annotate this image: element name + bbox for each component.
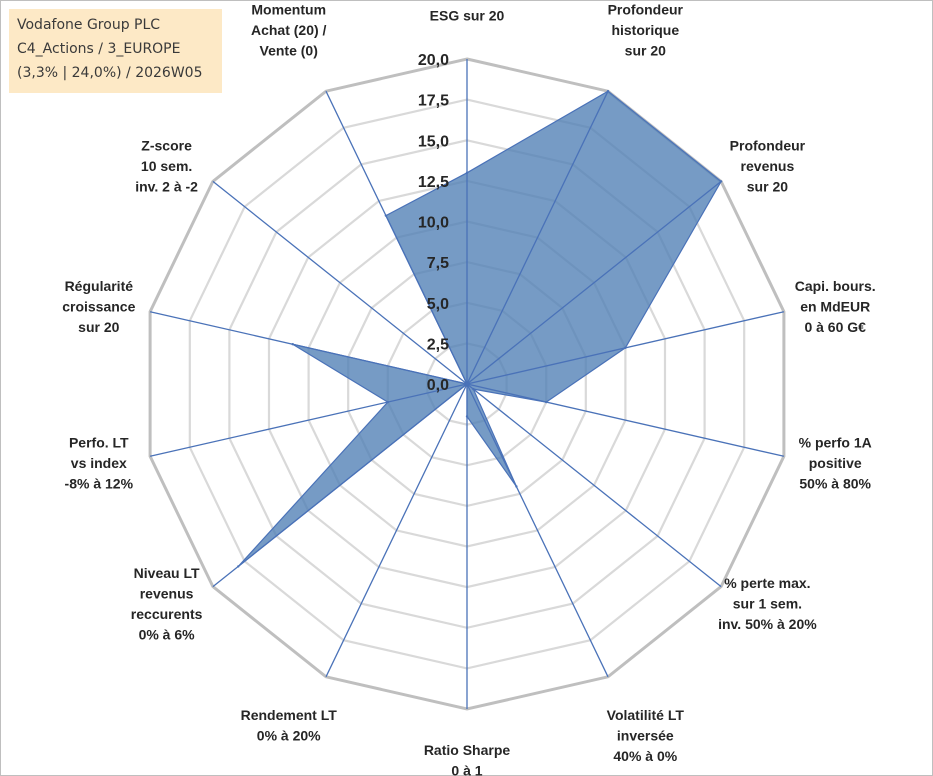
axis-label-line: vs index xyxy=(71,455,127,471)
axis-label: Profondeur historique sur 20 xyxy=(608,1,684,58)
data-point xyxy=(465,171,469,174)
data-point xyxy=(545,400,548,404)
tick-label: 15,0 xyxy=(418,133,449,150)
axis-label-line: Perfo. LT xyxy=(69,434,129,450)
axis-label-line: croissance xyxy=(62,299,135,315)
axis-label-line: -8% à 12% xyxy=(65,475,134,491)
axis-label-line: Note xyxy=(451,0,482,3)
title-company: Vodafone Group PLC xyxy=(17,17,161,33)
axis-label-line: 0% à 6% xyxy=(139,626,196,642)
axis-spoke xyxy=(149,383,468,457)
axis-label-line: Momentum xyxy=(251,1,326,17)
axis-label-line: ESG sur 20 xyxy=(430,8,505,24)
title-period: (3,3% | 24,0%) / 2026W05 xyxy=(17,65,203,81)
tick-label: 2,5 xyxy=(427,336,449,353)
axis-label: Ratio Sharpe 0 à 1 xyxy=(424,742,511,776)
axis-label-line: positive xyxy=(809,455,862,471)
tick-label: 12,5 xyxy=(418,174,449,191)
axis-label: % perte max. sur 1 sem. inv. 50% à 20% xyxy=(718,575,817,632)
axis-spoke xyxy=(466,90,609,385)
axis-label-line: Profondeur xyxy=(730,137,806,153)
axis-label-line: Achat (20) / xyxy=(251,22,327,38)
axis-label-line: % perfo 1A xyxy=(799,434,872,450)
title-box: Vodafone Group PLC C4_Actions / 3_EUROPE… xyxy=(9,9,222,93)
axis-label: Volatilité LT inversée 40% à 0% xyxy=(607,707,685,764)
axis-label-line: Régularité xyxy=(65,278,134,294)
axis-label-line: sur 20 xyxy=(747,178,788,194)
axis-label-line: 0 à 60 G€ xyxy=(804,319,866,335)
data-point xyxy=(465,382,469,386)
axis-spoke xyxy=(466,383,722,588)
axis-label: % perfo 1A positive 50% à 80% xyxy=(799,434,872,491)
axis-label-line: Ratio Sharpe xyxy=(424,742,511,758)
axis-label-line: 10 sem. xyxy=(141,158,192,174)
data-point xyxy=(624,346,627,349)
axis-spoke xyxy=(149,311,468,385)
axis-label-line: 0% à 20% xyxy=(257,728,321,744)
axis-spoke xyxy=(325,90,468,385)
axis-label: Z-score 10 sem. inv. 2 à -2 xyxy=(135,137,198,194)
axis-label-line: Rendement LT xyxy=(241,707,338,723)
axis-label: Note ESG sur 20 xyxy=(430,0,505,24)
axis-label-line: historique xyxy=(611,22,679,38)
data-point xyxy=(465,415,469,418)
axis-label-line: Niveau LT xyxy=(134,565,200,581)
data-point xyxy=(237,565,240,568)
axis-label-line: reccurents xyxy=(131,606,203,622)
axis-label-line: Z-score xyxy=(141,137,192,153)
data-point xyxy=(606,90,610,93)
data-point xyxy=(386,400,389,404)
data-point xyxy=(291,343,294,346)
data-point xyxy=(384,214,388,217)
tick-label: 7,5 xyxy=(427,255,449,272)
axis-label: Niveau LT revenus reccurents 0% à 6% xyxy=(131,565,203,643)
axis-label: Rendement LT 0% à 20% xyxy=(241,707,338,744)
axis-spoke xyxy=(325,383,468,678)
tick-label: 5,0 xyxy=(427,296,449,313)
axis-label-line: inv. 2 à -2 xyxy=(135,178,198,194)
axis-spoke xyxy=(466,383,785,457)
axis-spoke xyxy=(466,383,609,678)
axis-label: Capi. bours. en MdEUR 0 à 60 G€ xyxy=(795,278,876,335)
axis-label-line: sur 20 xyxy=(78,319,119,335)
axis-label-line: en MdEUR xyxy=(800,299,870,315)
axis-label-line: 40% à 0% xyxy=(613,748,677,764)
axis-label-line: Capi. bours. xyxy=(795,278,876,294)
tick-label: 20,0 xyxy=(418,52,449,69)
data-area xyxy=(237,90,722,567)
axis-label-line: 50% à 80% xyxy=(799,475,871,491)
data-point xyxy=(719,180,723,183)
axis-label: Profondeur revenus sur 20 xyxy=(730,137,806,194)
axis-spoke xyxy=(212,383,468,588)
axis-spoke xyxy=(212,180,468,385)
axis-label-line: % perte max. xyxy=(724,575,810,591)
data-point xyxy=(515,485,518,488)
axis-label-line: sur 1 sem. xyxy=(733,596,802,612)
axis-label: Régularité croissance sur 20 xyxy=(62,278,135,335)
tick-label: 17,5 xyxy=(418,93,449,110)
axis-label-line: inversée xyxy=(617,728,674,744)
tick-label: 10,0 xyxy=(418,215,449,232)
axis-label: Perfo. LT vs index -8% à 12% xyxy=(65,434,134,491)
axis-label-line: revenus xyxy=(140,585,194,601)
axis-label-line: Profondeur xyxy=(608,1,684,17)
axis-label-line: Volatilité LT xyxy=(607,707,685,723)
title-category: C4_Actions / 3_EUROPE xyxy=(17,41,181,57)
axis-label-line: 0 à 1 xyxy=(451,763,482,776)
tick-label: 0,0 xyxy=(427,377,449,394)
data-point xyxy=(472,387,475,391)
axis-label: Momentum Achat (20) / Vente (0) xyxy=(251,1,327,58)
axis-label-line: Vente (0) xyxy=(260,42,318,58)
axis-label-line: revenus xyxy=(741,158,795,174)
axis-label-line: inv. 50% à 20% xyxy=(718,616,817,632)
axis-label-line: sur 20 xyxy=(625,42,666,58)
axis-spoke xyxy=(466,180,722,385)
